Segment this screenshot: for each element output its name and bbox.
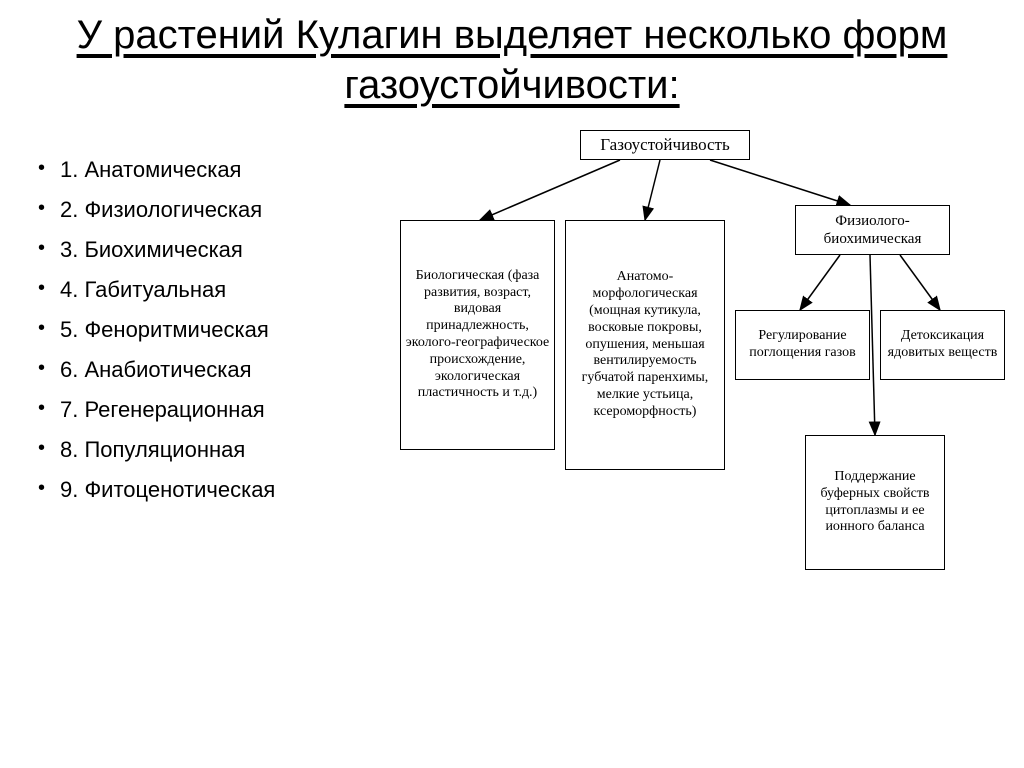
edge-root-phys bbox=[710, 160, 850, 205]
page-title: У растений Кулагин выделяет несколько фо… bbox=[0, 0, 1024, 110]
list-item: 1. Анатомическая bbox=[30, 150, 400, 190]
edge-phys-buffer bbox=[870, 255, 875, 435]
list-item: 9. Фитоценотическая bbox=[30, 470, 400, 510]
edge-phys-reg bbox=[800, 255, 840, 310]
content-row: 1. Анатомическая 2. Физиологическая 3. Б… bbox=[0, 110, 1024, 690]
edge-root-bio bbox=[480, 160, 620, 220]
node-buffer: Поддержание буферных свойств цитоплазмы … bbox=[805, 435, 945, 570]
list-item: 8. Популяционная bbox=[30, 430, 400, 470]
list-item: 5. Феноритмическая bbox=[30, 310, 400, 350]
list-item: 2. Физиологическая bbox=[30, 190, 400, 230]
list-item: 3. Биохимическая bbox=[30, 230, 400, 270]
diagram-area: Газоустойчивость Биологическая (фаза разв… bbox=[400, 130, 1004, 690]
edge-phys-detox bbox=[900, 255, 940, 310]
list-item: 6. Анабиотическая bbox=[30, 350, 400, 390]
list-item: 7. Регенерационная bbox=[30, 390, 400, 430]
forms-list: 1. Анатомическая 2. Физиологическая 3. Б… bbox=[30, 130, 400, 690]
node-anat: Анатомо-морфологическая (мощная кутикула… bbox=[565, 220, 725, 470]
node-detox: Детоксикация ядовитых веществ bbox=[880, 310, 1005, 380]
list-item: 4. Габитуальная bbox=[30, 270, 400, 310]
node-root: Газоустойчивость bbox=[580, 130, 750, 160]
edge-root-anat bbox=[645, 160, 660, 220]
node-bio: Биологическая (фаза развития, возраст, в… bbox=[400, 220, 555, 450]
node-reg: Регулирование поглощения газов bbox=[735, 310, 870, 380]
node-phys: Физиолого-биохимическая bbox=[795, 205, 950, 255]
